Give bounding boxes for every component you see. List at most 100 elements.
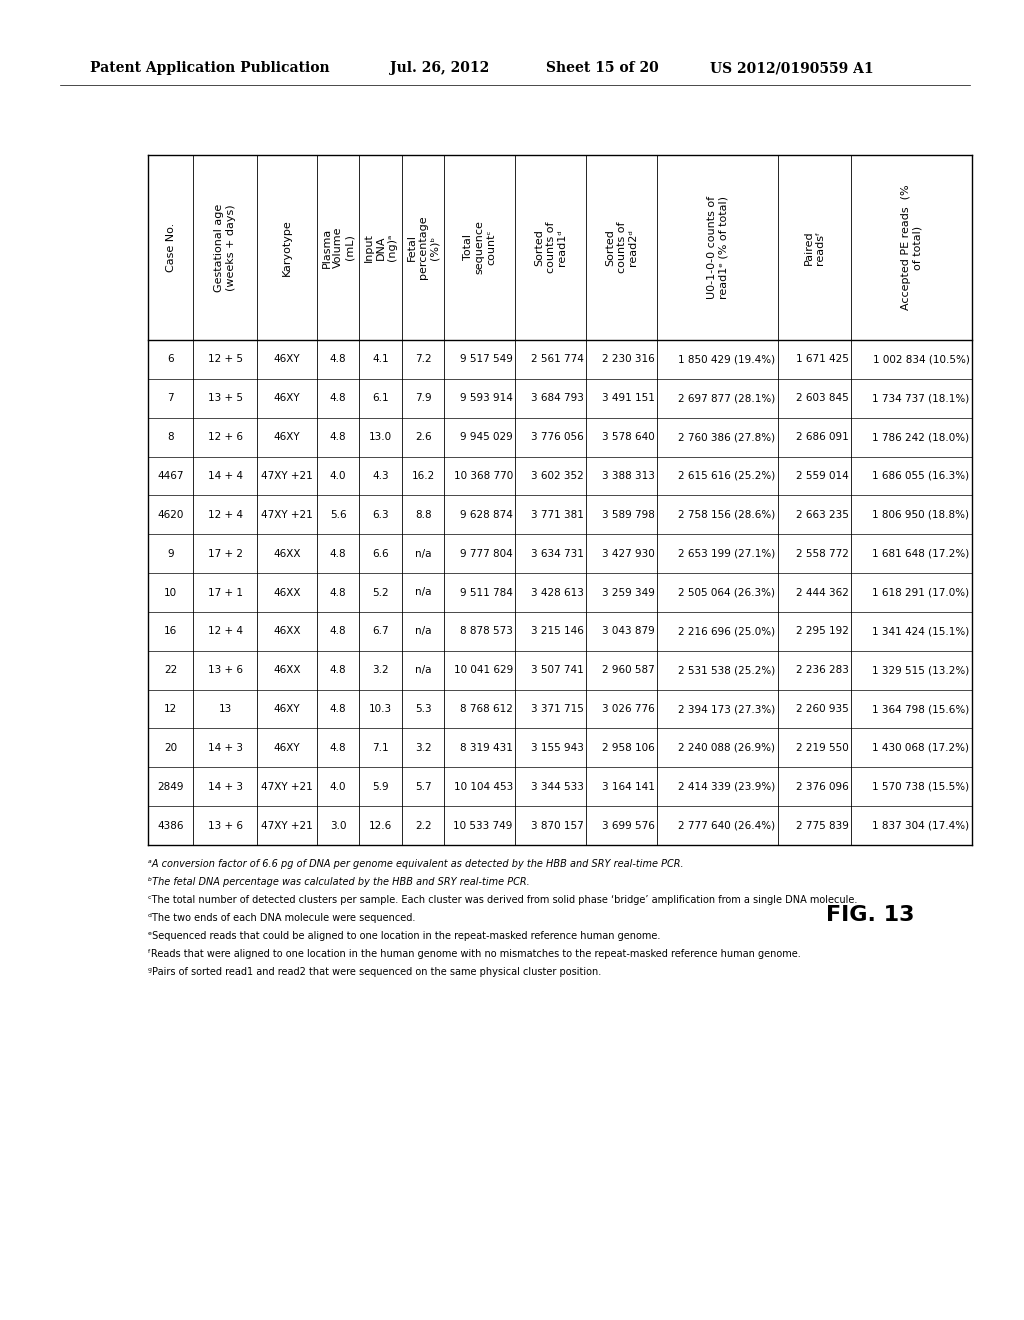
Text: 3 634 731: 3 634 731 — [530, 549, 584, 558]
Text: 2849: 2849 — [158, 781, 184, 792]
Text: 3 684 793: 3 684 793 — [530, 393, 584, 404]
Text: 2 216 696 (25.0%): 2 216 696 (25.0%) — [678, 627, 775, 636]
Text: ᵈThe two ends of each DNA molecule were sequenced.: ᵈThe two ends of each DNA molecule were … — [148, 913, 416, 923]
Text: 9 777 804: 9 777 804 — [460, 549, 513, 558]
Text: 12 + 6: 12 + 6 — [208, 432, 243, 442]
Text: 47XY +21: 47XY +21 — [261, 821, 313, 830]
Text: 13 + 6: 13 + 6 — [208, 821, 243, 830]
Text: ᵃA conversion factor of 6.6 pg of DNA per genome equivalent as detected by the H: ᵃA conversion factor of 6.6 pg of DNA pe… — [148, 859, 684, 869]
Text: ᶜThe total number of detected clusters per sample. Each cluster was derived from: ᶜThe total number of detected clusters p… — [148, 895, 857, 906]
Text: Input
DNA
(ng)ᵃ: Input DNA (ng)ᵃ — [364, 234, 397, 261]
Text: 1 850 429 (19.4%): 1 850 429 (19.4%) — [678, 355, 775, 364]
Text: 10 368 770: 10 368 770 — [454, 471, 513, 480]
Text: 4.8: 4.8 — [330, 665, 346, 676]
Text: 2 236 283: 2 236 283 — [796, 665, 849, 676]
Text: 9 593 914: 9 593 914 — [460, 393, 513, 404]
Text: 47XY +21: 47XY +21 — [261, 471, 313, 480]
Text: 47XY +21: 47XY +21 — [261, 781, 313, 792]
Text: 12 + 5: 12 + 5 — [208, 355, 243, 364]
Text: 2 394 173 (27.3%): 2 394 173 (27.3%) — [678, 704, 775, 714]
Text: 2 531 538 (25.2%): 2 531 538 (25.2%) — [678, 665, 775, 676]
Text: 5.2: 5.2 — [373, 587, 389, 598]
Text: 7: 7 — [167, 393, 174, 404]
Text: 2 615 616 (25.2%): 2 615 616 (25.2%) — [678, 471, 775, 480]
Text: 2 958 106: 2 958 106 — [602, 743, 654, 752]
Text: 4467: 4467 — [158, 471, 184, 480]
Text: 17 + 2: 17 + 2 — [208, 549, 243, 558]
Text: 13: 13 — [219, 704, 231, 714]
Text: 2 240 088 (26.9%): 2 240 088 (26.9%) — [678, 743, 775, 752]
Text: 46XY: 46XY — [273, 432, 300, 442]
Text: 3 344 533: 3 344 533 — [530, 781, 584, 792]
Text: 1 341 424 (15.1%): 1 341 424 (15.1%) — [872, 627, 970, 636]
Text: 4.8: 4.8 — [330, 587, 346, 598]
Text: n/a: n/a — [415, 627, 431, 636]
Text: Karyotype: Karyotype — [282, 219, 292, 276]
Text: ᵇThe fetal DNA percentage was calculated by the HBB and SRY real-time PCR.: ᵇThe fetal DNA percentage was calculated… — [148, 876, 529, 887]
Text: 12.6: 12.6 — [369, 821, 392, 830]
Text: Sheet 15 of 20: Sheet 15 of 20 — [546, 61, 658, 75]
Text: 2 558 772: 2 558 772 — [796, 549, 849, 558]
Text: 6.3: 6.3 — [373, 510, 389, 520]
Text: 16.2: 16.2 — [412, 471, 435, 480]
Text: Accepted PE reads  (%
of total): Accepted PE reads (% of total) — [901, 185, 923, 310]
Text: 10 041 629: 10 041 629 — [454, 665, 513, 676]
Text: 3 491 151: 3 491 151 — [602, 393, 654, 404]
Text: 1 686 055 (16.3%): 1 686 055 (16.3%) — [872, 471, 970, 480]
Text: 3 155 943: 3 155 943 — [530, 743, 584, 752]
Text: 1 786 242 (18.0%): 1 786 242 (18.0%) — [872, 432, 970, 442]
Text: 3 371 715: 3 371 715 — [530, 704, 584, 714]
Text: 8: 8 — [167, 432, 174, 442]
Text: 6.1: 6.1 — [373, 393, 389, 404]
Text: 8 319 431: 8 319 431 — [460, 743, 513, 752]
Text: 2 697 877 (28.1%): 2 697 877 (28.1%) — [678, 393, 775, 404]
Text: 47XY +21: 47XY +21 — [261, 510, 313, 520]
Text: ᶠReads that were aligned to one location in the human genome with no mismatches : ᶠReads that were aligned to one location… — [148, 949, 801, 960]
Text: 2.6: 2.6 — [415, 432, 431, 442]
Text: 8.8: 8.8 — [415, 510, 431, 520]
Text: 3 602 352: 3 602 352 — [531, 471, 584, 480]
Text: 7.9: 7.9 — [415, 393, 431, 404]
Text: 5.6: 5.6 — [330, 510, 346, 520]
Text: 1 837 304 (17.4%): 1 837 304 (17.4%) — [872, 821, 970, 830]
Text: 3 043 879: 3 043 879 — [602, 627, 654, 636]
Text: 7.1: 7.1 — [373, 743, 389, 752]
Text: 9: 9 — [167, 549, 174, 558]
Text: 4.8: 4.8 — [330, 549, 346, 558]
Text: 3 164 141: 3 164 141 — [602, 781, 654, 792]
Text: 10 533 749: 10 533 749 — [454, 821, 513, 830]
Text: 2 559 014: 2 559 014 — [797, 471, 849, 480]
Text: Patent Application Publication: Patent Application Publication — [90, 61, 330, 75]
Text: 1 570 738 (15.5%): 1 570 738 (15.5%) — [872, 781, 970, 792]
Text: 14 + 3: 14 + 3 — [208, 781, 243, 792]
Text: n/a: n/a — [415, 665, 431, 676]
Text: 1 002 834 (10.5%): 1 002 834 (10.5%) — [872, 355, 970, 364]
Text: ᵉSequenced reads that could be aligned to one location in the repeat-masked refe: ᵉSequenced reads that could be aligned t… — [148, 931, 660, 941]
Text: 4.8: 4.8 — [330, 393, 346, 404]
Text: 4.3: 4.3 — [373, 471, 389, 480]
Text: 4.8: 4.8 — [330, 432, 346, 442]
Text: 3 026 776: 3 026 776 — [602, 704, 654, 714]
Text: 2 775 839: 2 775 839 — [796, 821, 849, 830]
Text: 2 960 587: 2 960 587 — [602, 665, 654, 676]
Text: Sorted
counts of
read1ᵈ: Sorted counts of read1ᵈ — [535, 222, 567, 273]
Text: 14 + 4: 14 + 4 — [208, 471, 243, 480]
Text: n/a: n/a — [415, 549, 431, 558]
Text: 7.2: 7.2 — [415, 355, 431, 364]
Text: 6.6: 6.6 — [373, 549, 389, 558]
Text: Sorted
counts of
read2ᵈ: Sorted counts of read2ᵈ — [605, 222, 638, 273]
Text: 12 + 4: 12 + 4 — [208, 627, 243, 636]
Text: 5.7: 5.7 — [415, 781, 431, 792]
Text: 22: 22 — [164, 665, 177, 676]
Text: 9 628 874: 9 628 874 — [460, 510, 513, 520]
Text: 9 511 784: 9 511 784 — [460, 587, 513, 598]
Text: 4620: 4620 — [158, 510, 184, 520]
Text: 46XY: 46XY — [273, 743, 300, 752]
Text: 3.2: 3.2 — [415, 743, 431, 752]
Text: 10.3: 10.3 — [369, 704, 392, 714]
Text: 2 260 935: 2 260 935 — [797, 704, 849, 714]
Text: 46XX: 46XX — [273, 549, 301, 558]
Text: 1 671 425: 1 671 425 — [796, 355, 849, 364]
Text: 4.0: 4.0 — [330, 781, 346, 792]
Text: 2 603 845: 2 603 845 — [797, 393, 849, 404]
